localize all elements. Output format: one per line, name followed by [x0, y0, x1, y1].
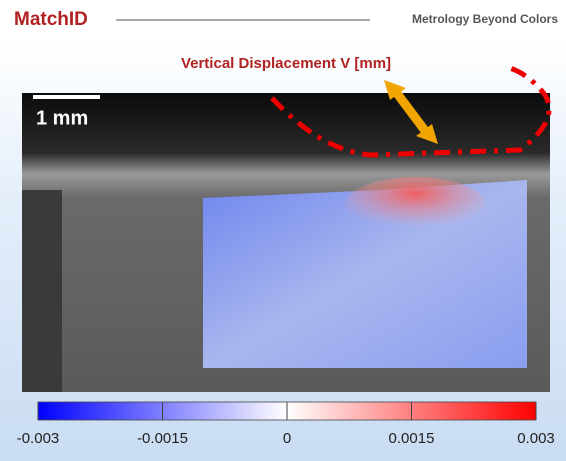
tagline: Metrology Beyond Colors — [412, 12, 558, 26]
brand: MatchID — [14, 9, 88, 30]
colorbar-tick-label: 0.0015 — [389, 430, 435, 447]
colorbar-tick-label: 0.003 — [517, 430, 555, 447]
figure: MatchID Metrology Beyond Colors Vertical… — [0, 0, 566, 461]
colorbar-tick-label: 0 — [283, 430, 291, 447]
scale-bar-label: 1 mm — [36, 107, 88, 129]
hot-region — [345, 177, 485, 233]
colorbar-tick-label: -0.0015 — [137, 430, 188, 447]
figure-title: Vertical Displacement V [mm] — [181, 55, 391, 72]
specimen-edge — [22, 190, 62, 392]
colorbar-tick-label: -0.003 — [17, 430, 60, 447]
page: MatchID Metrology Beyond Colors Vertical… — [0, 0, 566, 461]
